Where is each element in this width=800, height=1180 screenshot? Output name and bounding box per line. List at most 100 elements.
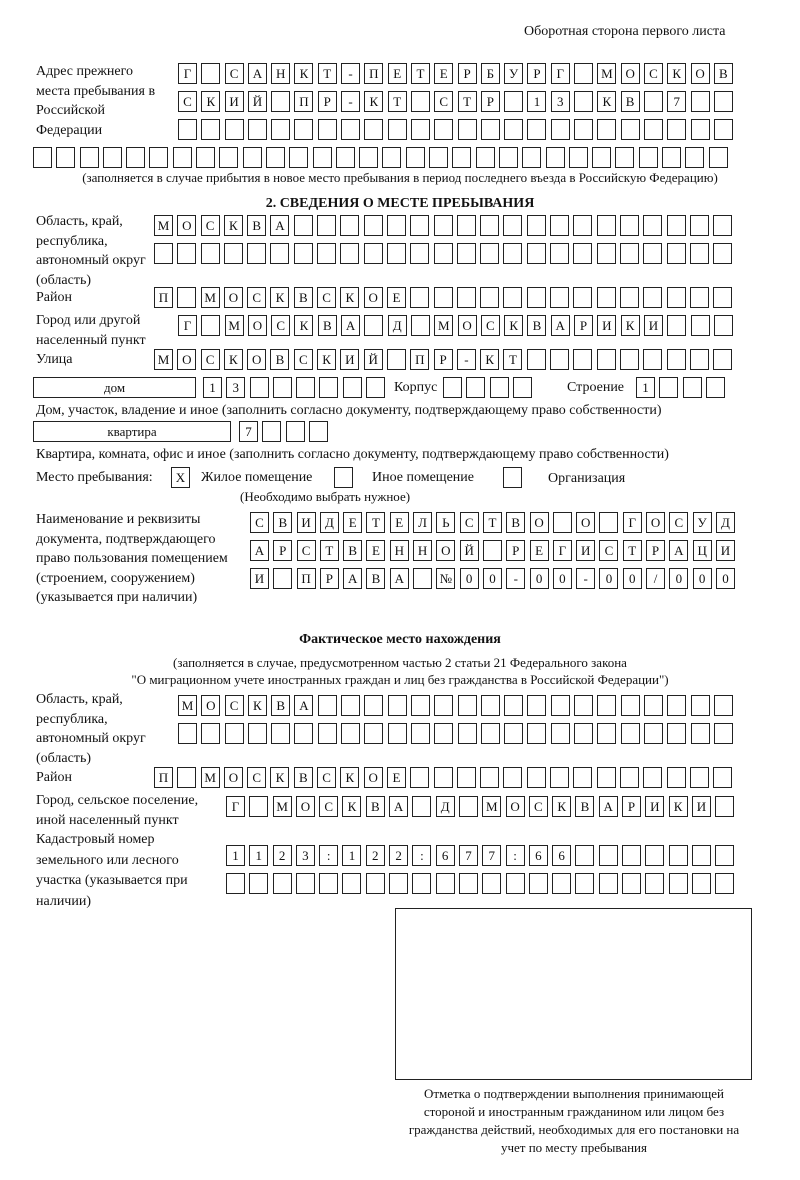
- document-row-3[interactable]: И П Р А В А № 0 0-0 0-0 0/0 0 0: [250, 568, 739, 590]
- char-cell[interactable]: 0: [552, 568, 572, 589]
- char-cell[interactable]: [619, 767, 639, 788]
- char-cell[interactable]: С: [250, 512, 269, 533]
- char-cell[interactable]: [410, 287, 430, 308]
- char-cell[interactable]: №: [436, 568, 456, 589]
- char-cell[interactable]: [413, 568, 433, 589]
- char-cell[interactable]: Д: [715, 512, 735, 533]
- char-cell[interactable]: 0: [459, 568, 479, 589]
- char-cell[interactable]: [201, 723, 221, 744]
- char-cell[interactable]: [691, 873, 711, 894]
- char-cell[interactable]: [528, 873, 548, 894]
- char-cell[interactable]: [319, 873, 339, 894]
- option-other-premises-checkbox[interactable]: [334, 467, 353, 488]
- char-cell[interactable]: [433, 215, 453, 236]
- char-cell[interactable]: [201, 315, 221, 336]
- char-cell[interactable]: [412, 796, 432, 817]
- char-cell[interactable]: [386, 243, 406, 264]
- char-cell[interactable]: С: [247, 767, 267, 788]
- char-cell[interactable]: [550, 243, 570, 264]
- char-cell[interactable]: [526, 349, 546, 370]
- char-cell[interactable]: [550, 695, 570, 716]
- char-cell[interactable]: [550, 767, 570, 788]
- char-cell[interactable]: К: [620, 315, 640, 336]
- char-cell[interactable]: С: [317, 767, 337, 788]
- char-cell[interactable]: [177, 287, 197, 308]
- char-cell[interactable]: [272, 377, 292, 398]
- char-cell[interactable]: М: [154, 215, 173, 236]
- char-cell[interactable]: [643, 119, 663, 140]
- char-cell[interactable]: [272, 873, 292, 894]
- char-cell[interactable]: [457, 119, 477, 140]
- char-cell[interactable]: [342, 377, 362, 398]
- char-cell[interactable]: [713, 287, 733, 308]
- char-cell[interactable]: В: [293, 287, 313, 308]
- char-cell[interactable]: 7: [667, 91, 687, 112]
- char-cell[interactable]: [433, 287, 453, 308]
- char-cell[interactable]: [550, 287, 570, 308]
- char-cell[interactable]: С: [224, 695, 244, 716]
- char-cell[interactable]: [552, 873, 572, 894]
- char-cell[interactable]: [178, 119, 197, 140]
- char-cell[interactable]: Н: [413, 540, 433, 561]
- char-cell[interactable]: [312, 147, 332, 168]
- char-cell[interactable]: М: [597, 63, 617, 84]
- char-cell[interactable]: К: [201, 91, 221, 112]
- char-cell[interactable]: [713, 767, 733, 788]
- char-cell[interactable]: [364, 119, 384, 140]
- char-cell[interactable]: [622, 845, 642, 866]
- char-cell[interactable]: [550, 349, 570, 370]
- char-cell[interactable]: [574, 91, 594, 112]
- char-cell[interactable]: [643, 91, 663, 112]
- char-cell[interactable]: [201, 119, 221, 140]
- char-cell[interactable]: Ь: [436, 512, 456, 533]
- char-cell[interactable]: [386, 349, 406, 370]
- char-cell[interactable]: У: [692, 512, 712, 533]
- char-cell[interactable]: -: [341, 63, 361, 84]
- char-cell[interactable]: [705, 377, 725, 398]
- previous-address-row-3[interactable]: [178, 119, 737, 141]
- char-cell[interactable]: [226, 873, 245, 894]
- char-cell[interactable]: [126, 147, 146, 168]
- char-cell[interactable]: А: [669, 540, 689, 561]
- char-cell[interactable]: О: [457, 315, 477, 336]
- char-cell[interactable]: К: [364, 91, 384, 112]
- char-cell[interactable]: [715, 796, 735, 817]
- char-cell[interactable]: Д: [435, 796, 455, 817]
- char-cell[interactable]: У: [504, 63, 524, 84]
- char-cell[interactable]: [200, 243, 220, 264]
- char-cell[interactable]: [666, 243, 686, 264]
- char-cell[interactable]: [643, 243, 663, 264]
- previous-address-row-4[interactable]: [33, 147, 732, 169]
- char-cell[interactable]: [178, 723, 197, 744]
- char-cell[interactable]: [713, 349, 733, 370]
- char-cell[interactable]: И: [691, 796, 711, 817]
- char-cell[interactable]: Т: [457, 91, 477, 112]
- char-cell[interactable]: Н: [389, 540, 409, 561]
- char-cell[interactable]: [386, 215, 406, 236]
- char-cell[interactable]: [249, 873, 269, 894]
- char-cell[interactable]: В: [506, 512, 526, 533]
- char-cell[interactable]: [620, 119, 640, 140]
- char-cell[interactable]: Т: [410, 63, 430, 84]
- char-cell[interactable]: А: [598, 796, 618, 817]
- char-cell[interactable]: [522, 147, 542, 168]
- char-cell[interactable]: Т: [387, 91, 407, 112]
- char-cell[interactable]: [503, 243, 523, 264]
- char-cell[interactable]: В: [273, 512, 293, 533]
- char-cell[interactable]: [341, 119, 361, 140]
- char-cell[interactable]: [666, 767, 686, 788]
- char-cell[interactable]: [504, 695, 524, 716]
- char-cell[interactable]: [271, 119, 291, 140]
- char-cell[interactable]: [317, 695, 337, 716]
- char-cell[interactable]: [573, 767, 593, 788]
- char-cell[interactable]: А: [294, 695, 314, 716]
- char-cell[interactable]: С: [434, 91, 454, 112]
- char-cell[interactable]: Е: [343, 512, 363, 533]
- char-cell[interactable]: 3: [295, 845, 315, 866]
- char-cell[interactable]: 7: [458, 845, 478, 866]
- char-cell[interactable]: [434, 723, 454, 744]
